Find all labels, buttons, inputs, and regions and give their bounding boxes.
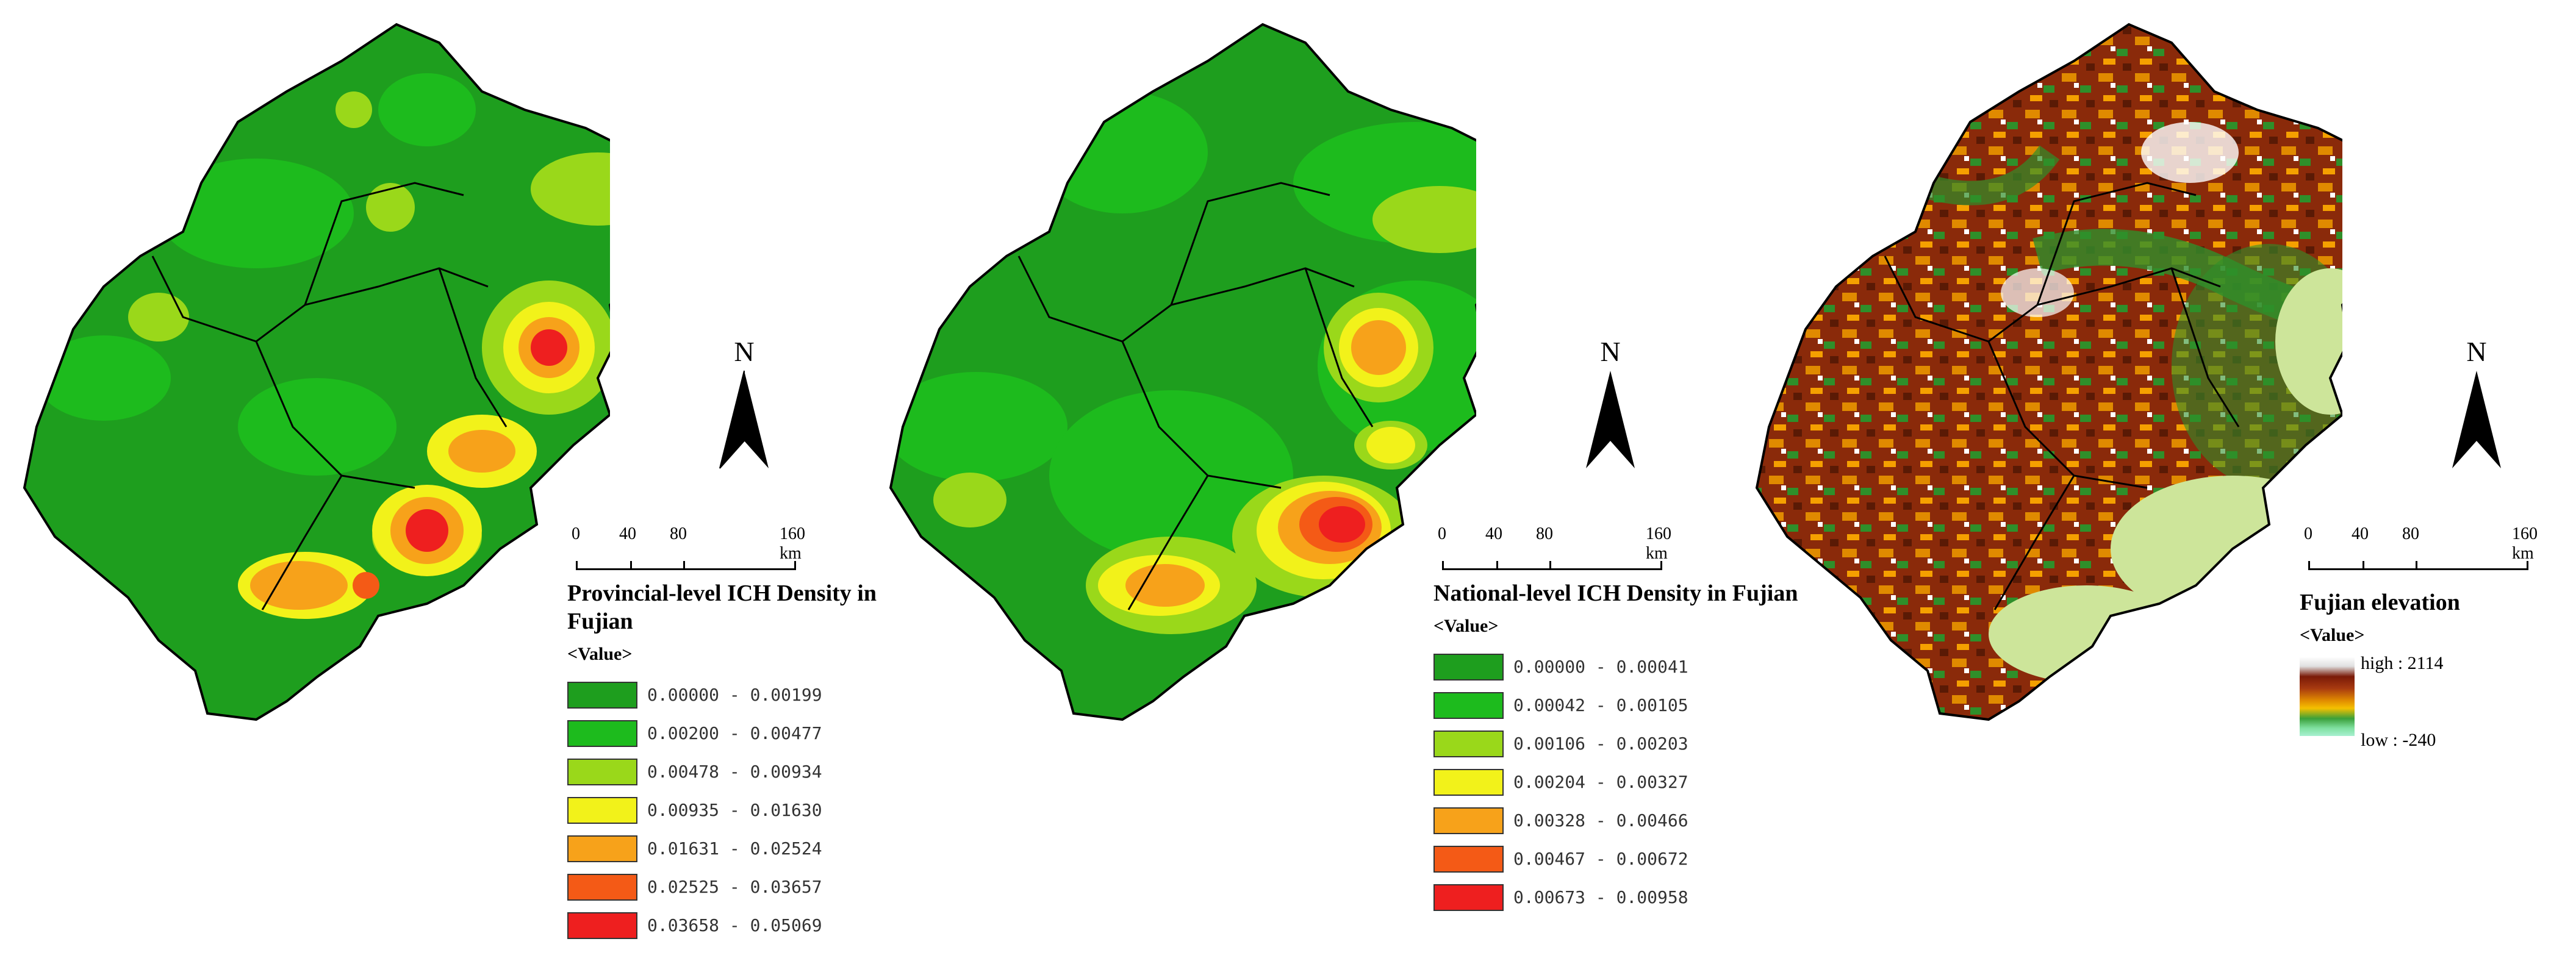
- scale-tick-80: 80: [2402, 524, 2419, 543]
- scale-line: [1442, 561, 1662, 570]
- legend-swatch: [567, 796, 637, 824]
- legend-range: 0.00673 - 0.00958: [1513, 887, 1688, 907]
- density-legend: Provincial-level ICH Density in Fujian <…: [567, 579, 933, 945]
- legend-range: 0.00106 - 0.00203: [1513, 734, 1688, 754]
- elevation-low-label: low : -240: [2361, 730, 2436, 750]
- legend-row: 0.00467 - 0.00672: [1433, 840, 1799, 878]
- legend-row: 0.00000 - 0.00199: [567, 676, 933, 714]
- elevation-high-label: high : 2114: [2361, 653, 2444, 673]
- legend-range: 0.00467 - 0.00672: [1513, 849, 1688, 869]
- scale-tick-end: 160 km: [780, 524, 805, 563]
- legend-swatch: [567, 720, 637, 747]
- legend-title: National-level ICH Density in Fujian: [1433, 581, 1798, 606]
- north-arrow: N: [2440, 335, 2513, 474]
- legend-swatch: [567, 681, 637, 709]
- legend-value-label: <Value>: [567, 644, 633, 664]
- north-arrow-icon: [1586, 371, 1635, 468]
- legend-range: 0.00204 - 0.00327: [1513, 772, 1688, 792]
- scale-bar: 0 40 80 160 km: [2300, 524, 2556, 570]
- scale-line: [576, 561, 796, 570]
- scale-tick-40: 40: [619, 524, 636, 543]
- provincial-density-panel: N 0 40 80 160 km Provincial-level ICH De…: [0, 0, 877, 961]
- provincial-density-map: [23, 23, 610, 721]
- national-density-panel: N 0 40 80 160 km National-level ICH Dens…: [866, 0, 1798, 961]
- legend-row: 0.00042 - 0.00105: [1433, 686, 1799, 724]
- legend-title: Provincial-level ICH Density in Fujian: [567, 581, 877, 634]
- legend-row: 0.00935 - 0.01630: [567, 791, 933, 829]
- scale-tick-40: 40: [1485, 524, 1502, 543]
- scale-tick-end: 160 km: [2512, 524, 2538, 563]
- north-arrow: N: [1574, 335, 1647, 474]
- north-arrow-icon: [2452, 371, 2501, 468]
- elevation-map: [1756, 23, 2342, 721]
- north-letter: N: [734, 336, 755, 367]
- north-letter: N: [1600, 336, 1621, 367]
- legend-range: 0.00935 - 0.01630: [647, 800, 822, 820]
- legend-row: 0.00200 - 0.00477: [567, 714, 933, 752]
- legend-swatch: [1433, 691, 1504, 719]
- scale-bar: 0 40 80 160 km: [567, 524, 823, 570]
- north-arrow-icon: [719, 370, 769, 469]
- legend-range: 0.00478 - 0.00934: [647, 762, 822, 782]
- legend-swatch: [1433, 884, 1504, 911]
- legend-value-label: <Value>: [2300, 625, 2365, 645]
- legend-range: 0.00200 - 0.00477: [647, 723, 822, 743]
- scale-tick-80: 80: [1536, 524, 1553, 543]
- legend-swatch: [567, 758, 637, 785]
- national-density-map: [889, 23, 1476, 721]
- scale-tick-0: 0: [2304, 524, 2312, 543]
- legend-swatch: [1433, 845, 1504, 873]
- legend-swatch: [567, 835, 637, 862]
- legend-range: 0.01631 - 0.02524: [647, 838, 822, 859]
- legend-range: 0.00000 - 0.00041: [1513, 657, 1688, 677]
- legend-swatch: [1433, 730, 1504, 757]
- legend-swatch: [567, 873, 637, 901]
- legend-row: 0.00204 - 0.00327: [1433, 763, 1799, 801]
- legend-row: 0.03658 - 0.05069: [567, 906, 933, 945]
- legend-range: 0.03658 - 0.05069: [647, 915, 822, 935]
- density-legend: National-level ICH Density in Fujian <Va…: [1433, 579, 1799, 916]
- elevation-color-ramp: high : 2114 low : -240: [2300, 653, 2444, 750]
- legend-range: 0.00000 - 0.00199: [647, 685, 822, 705]
- legend-swatch: [567, 912, 637, 939]
- scale-tick-0: 0: [1438, 524, 1446, 543]
- legend-range: 0.00042 - 0.00105: [1513, 695, 1688, 715]
- elevation-panel: N 0 40 80 160 km Fujian elevation <Value…: [1732, 0, 2576, 961]
- legend-range: 0.00328 - 0.00466: [1513, 810, 1688, 831]
- legend-swatch: [1433, 768, 1504, 796]
- legend-rows: 0.00000 - 0.00041 0.00042 - 0.00105 0.0010…: [1433, 648, 1799, 916]
- scale-bar: 0 40 80 160 km: [1433, 524, 1690, 570]
- legend-row: 0.01631 - 0.02524: [567, 829, 933, 868]
- north-letter: N: [2466, 336, 2487, 367]
- scale-tick-0: 0: [572, 524, 580, 543]
- legend-row: 0.02525 - 0.03657: [567, 868, 933, 906]
- legend-row: 0.00106 - 0.00203: [1433, 724, 1799, 763]
- scale-line: [2308, 561, 2528, 570]
- scale-tick-end: 160 km: [1646, 524, 1671, 563]
- legend-rows: 0.00000 - 0.00199 0.00200 - 0.00477 0.0047…: [567, 676, 933, 945]
- legend-title: Fujian elevation: [2300, 590, 2460, 615]
- elevation-legend: Fujian elevation <Value> high : 2114 low…: [2300, 588, 2460, 750]
- north-arrow: N: [708, 335, 781, 474]
- legend-value-label: <Value>: [1433, 616, 1499, 636]
- legend-row: 0.00673 - 0.00958: [1433, 878, 1799, 916]
- legend-swatch: [1433, 653, 1504, 681]
- legend-row: 0.00478 - 0.00934: [567, 752, 933, 791]
- legend-range: 0.02525 - 0.03657: [647, 877, 822, 897]
- legend-swatch: [1433, 807, 1504, 834]
- scale-tick-80: 80: [670, 524, 687, 543]
- legend-row: 0.00328 - 0.00466: [1433, 801, 1799, 840]
- legend-row: 0.00000 - 0.00041: [1433, 648, 1799, 686]
- scale-tick-40: 40: [2352, 524, 2369, 543]
